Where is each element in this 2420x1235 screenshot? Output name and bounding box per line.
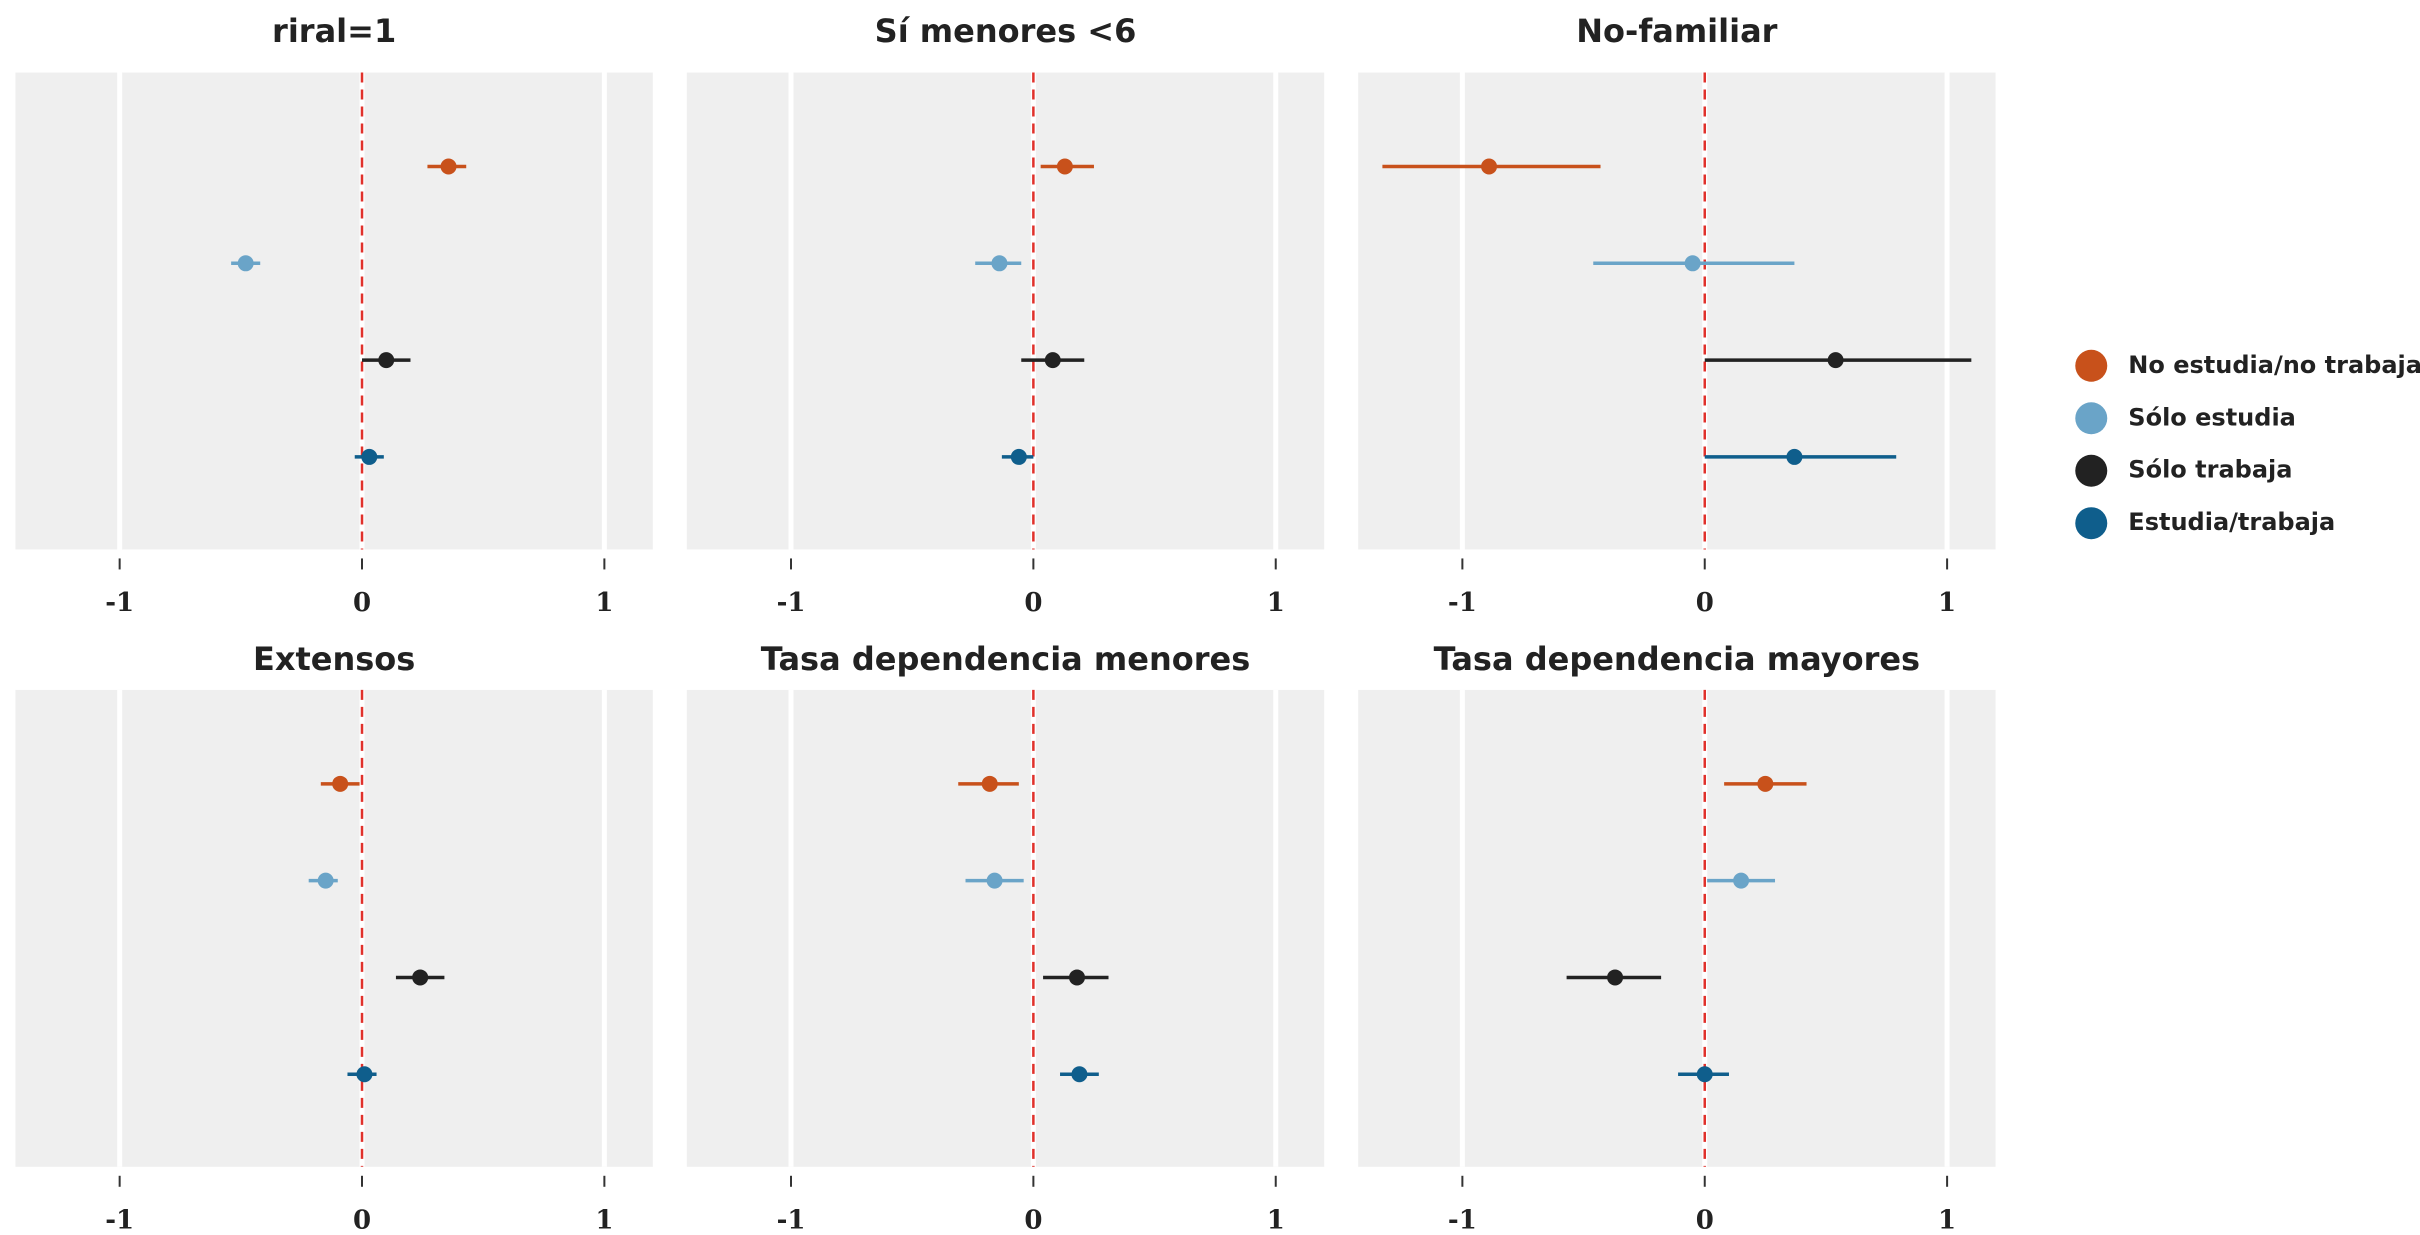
point xyxy=(1481,158,1498,175)
point xyxy=(1696,1066,1713,1083)
x-tick-label: -1 xyxy=(777,1205,806,1235)
point xyxy=(356,1066,373,1083)
legend-label: Estudia/trabaja xyxy=(2128,508,2335,536)
point xyxy=(1757,775,1774,792)
panel-title: Sí menores <6 xyxy=(875,12,1137,50)
panel-background xyxy=(686,689,1325,1167)
x-tick-label: 1 xyxy=(1267,588,1285,618)
x-tick-label: 1 xyxy=(1267,1205,1285,1235)
point xyxy=(332,775,349,792)
panel-title: Extensos xyxy=(253,640,415,678)
x-tick-label: 1 xyxy=(595,588,613,618)
point xyxy=(981,775,998,792)
legend-swatch xyxy=(2075,402,2108,435)
x-tick-label: -1 xyxy=(1448,1205,1477,1235)
panel-title: Tasa dependencia mayores xyxy=(1434,640,1920,678)
x-tick-label: 0 xyxy=(353,1205,371,1235)
panel-title: No-familiar xyxy=(1576,12,1777,50)
legend-label: Sólo trabaja xyxy=(2128,456,2292,484)
point xyxy=(440,158,457,175)
x-tick-label: -1 xyxy=(777,588,806,618)
legend-swatch xyxy=(2075,349,2108,382)
x-tick-label: -1 xyxy=(1448,588,1477,618)
point xyxy=(378,352,395,369)
point xyxy=(1827,352,1844,369)
panel-title: Tasa dependencia menores xyxy=(761,640,1250,678)
point xyxy=(1786,448,1803,465)
point xyxy=(1069,969,1086,986)
panel-background xyxy=(686,72,1325,550)
point xyxy=(1733,872,1750,889)
point xyxy=(317,872,334,889)
point xyxy=(1010,448,1027,465)
point xyxy=(986,872,1003,889)
x-tick-label: 1 xyxy=(595,1205,613,1235)
x-tick-label: -1 xyxy=(105,588,134,618)
panel-background xyxy=(15,689,653,1167)
point xyxy=(1044,352,1061,369)
legend-label: Sólo estudia xyxy=(2128,403,2296,431)
x-tick-label: 1 xyxy=(1938,1205,1956,1235)
x-tick-label: -1 xyxy=(105,1205,134,1235)
point xyxy=(412,969,429,986)
panel-background xyxy=(1358,72,1996,550)
panel-title: riral=1 xyxy=(272,12,396,50)
point xyxy=(237,255,254,272)
panel-background xyxy=(1358,689,1996,1167)
point xyxy=(1607,969,1624,986)
point xyxy=(1056,158,1073,175)
x-tick-label: 1 xyxy=(1938,588,1956,618)
x-tick-label: 0 xyxy=(353,588,371,618)
x-tick-label: 0 xyxy=(1024,1205,1042,1235)
legend-label: No estudia/no trabaja xyxy=(2128,351,2420,379)
point xyxy=(1684,255,1701,272)
point xyxy=(1071,1066,1088,1083)
x-tick-label: 0 xyxy=(1696,588,1714,618)
point xyxy=(991,255,1008,272)
x-tick-label: 0 xyxy=(1696,1205,1714,1235)
point xyxy=(361,448,378,465)
legend-swatch xyxy=(2075,507,2108,540)
x-tick-label: 0 xyxy=(1024,588,1042,618)
legend-swatch xyxy=(2075,454,2108,487)
panel-background xyxy=(15,72,653,550)
